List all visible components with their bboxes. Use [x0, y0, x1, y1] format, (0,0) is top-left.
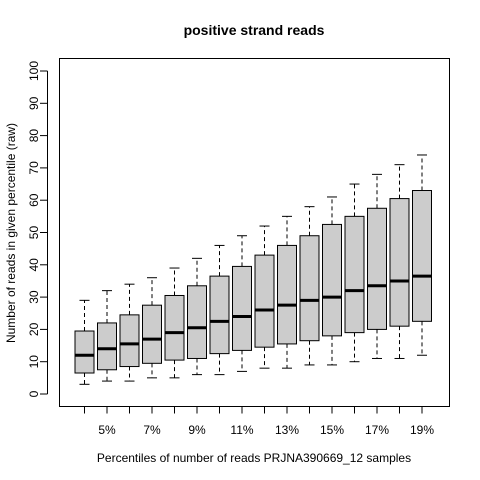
- box-1: [74, 299, 95, 385]
- box-12: [322, 196, 342, 366]
- iqr-box: [344, 215, 365, 334]
- iqr-box: [254, 254, 275, 348]
- iqr-box: [412, 190, 432, 322]
- y-tick-label: 10: [27, 355, 41, 369]
- box-3: [119, 283, 140, 382]
- y-tick-label: 80: [27, 129, 41, 143]
- x-tick-label: 9%: [188, 423, 206, 437]
- x-tick-label: 7%: [143, 423, 161, 437]
- y-tick-label: 30: [27, 290, 41, 304]
- box-8: [232, 235, 252, 372]
- iqr-box: [97, 322, 117, 371]
- chart-title: positive strand reads: [184, 22, 325, 38]
- box-15: [389, 164, 410, 359]
- iqr-box: [119, 314, 140, 368]
- x-axis-label: Percentiles of number of reads PRJNA3906…: [97, 451, 411, 465]
- box-7: [209, 244, 230, 376]
- box-16: [412, 154, 432, 356]
- iqr-box: [299, 235, 320, 342]
- x-tick-label: 5%: [98, 423, 116, 437]
- box-11: [299, 206, 320, 366]
- boxes-layer: [74, 154, 432, 385]
- box-6: [187, 257, 207, 376]
- y-tick-label: 0: [27, 390, 41, 397]
- y-tick-label: 60: [27, 193, 41, 207]
- x-tick-label: 11%: [230, 423, 253, 437]
- y-tick-label: 100: [27, 61, 41, 81]
- x-tick-label: 13%: [275, 423, 299, 437]
- x-axis: 5% 7% 9% 11% 13% 15% 17% 19%: [84, 406, 434, 437]
- box-14: [367, 173, 387, 359]
- box-5: [164, 267, 185, 379]
- iqr-box: [389, 198, 410, 327]
- iqr-box: [142, 304, 162, 364]
- box-2: [97, 290, 117, 382]
- y-axis-label: Number of reads in given percentile (raw…: [4, 123, 18, 343]
- iqr-box: [367, 207, 387, 330]
- iqr-box: [187, 285, 207, 359]
- iqr-box: [277, 244, 297, 345]
- iqr-box: [322, 223, 342, 337]
- x-tick-label: 15%: [320, 423, 344, 437]
- box-10: [277, 215, 297, 369]
- y-tick-label: 20: [27, 322, 41, 336]
- box-13: [344, 183, 365, 363]
- box-9: [254, 225, 275, 369]
- y-tick-label: 70: [27, 161, 41, 175]
- iqr-box: [232, 265, 252, 351]
- iqr-box: [74, 330, 95, 374]
- y-axis: 0 10 20 30 40 50 60 70 80 90 100: [27, 61, 48, 397]
- y-tick-label: 50: [27, 226, 41, 240]
- y-tick-label: 40: [27, 258, 41, 272]
- iqr-box: [209, 275, 230, 355]
- x-tick-label: 19%: [410, 423, 434, 437]
- y-tick-label: 90: [27, 96, 41, 110]
- iqr-box: [164, 294, 185, 361]
- x-tick-label: 17%: [365, 423, 389, 437]
- box-4: [142, 277, 162, 379]
